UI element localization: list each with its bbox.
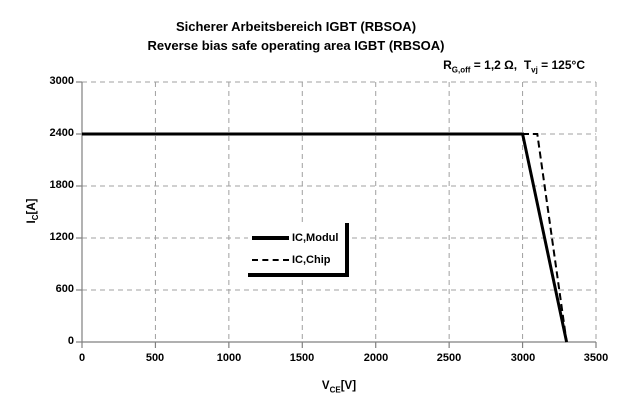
x-tick-label: 0 xyxy=(78,352,86,364)
solid-line-sample xyxy=(252,236,289,240)
chart-subtitle: Reverse bias safe operating area IGBT (R… xyxy=(147,38,445,53)
y-axis-title: IC[A] xyxy=(26,199,40,224)
x-tick-label: 3000 xyxy=(510,352,536,364)
x-tick-label: 1000 xyxy=(216,352,242,364)
y-tick-label: 1200 xyxy=(49,231,74,243)
y-axis-unit: [A] xyxy=(25,198,38,215)
x-tick-label: 2000 xyxy=(363,352,389,364)
x-axis-title: VCE[V] xyxy=(322,380,356,394)
x-tick-label: 3500 xyxy=(583,352,609,364)
x-tick-label: 500 xyxy=(145,352,165,364)
y-tick-label: 1800 xyxy=(49,179,74,191)
y-axis-symbol: I xyxy=(25,220,38,224)
tvj-value: = 125°C xyxy=(537,58,585,72)
legend-item-chip: IC,Chip xyxy=(252,249,345,271)
chart-title: Sicherer Arbeitsbereich IGBT (RBSOA) xyxy=(175,19,417,34)
legend-item-modul: IC,Modul xyxy=(252,227,345,249)
y-tick-label: 600 xyxy=(55,283,74,295)
curve-ic-chip xyxy=(82,133,568,343)
y-tick-label: 0 xyxy=(67,335,74,347)
legend-label-modul: IC,Modul xyxy=(292,232,339,244)
x-axis-unit: [V] xyxy=(340,380,357,392)
legend: IC,Modul IC,Chip xyxy=(248,223,349,277)
y-tick-label: 2400 xyxy=(49,127,74,139)
rgoff-subscript: G,off xyxy=(451,65,471,75)
omega-symbol: Ω xyxy=(504,58,514,72)
y-tick-label: 3000 xyxy=(49,75,74,87)
rgoff-value: = 1,2 xyxy=(470,58,505,72)
x-tick-label: 1500 xyxy=(289,352,315,364)
operating-conditions: RG,off = 1,2 Ω, Tvj = 125°C xyxy=(443,58,585,74)
y-axis-subscript: C xyxy=(31,214,41,221)
dashed-line-sample xyxy=(252,259,289,261)
conditions-separator: , xyxy=(513,58,524,72)
x-tick-label: 2500 xyxy=(436,352,462,364)
x-axis-subscript: CE xyxy=(329,385,341,395)
tvj-subscript: vj xyxy=(531,65,538,75)
x-axis-symbol: V xyxy=(321,380,330,392)
rgoff-symbol: R xyxy=(443,58,452,72)
tvj-symbol: T xyxy=(523,58,532,72)
legend-label-chip: IC,Chip xyxy=(292,254,331,266)
